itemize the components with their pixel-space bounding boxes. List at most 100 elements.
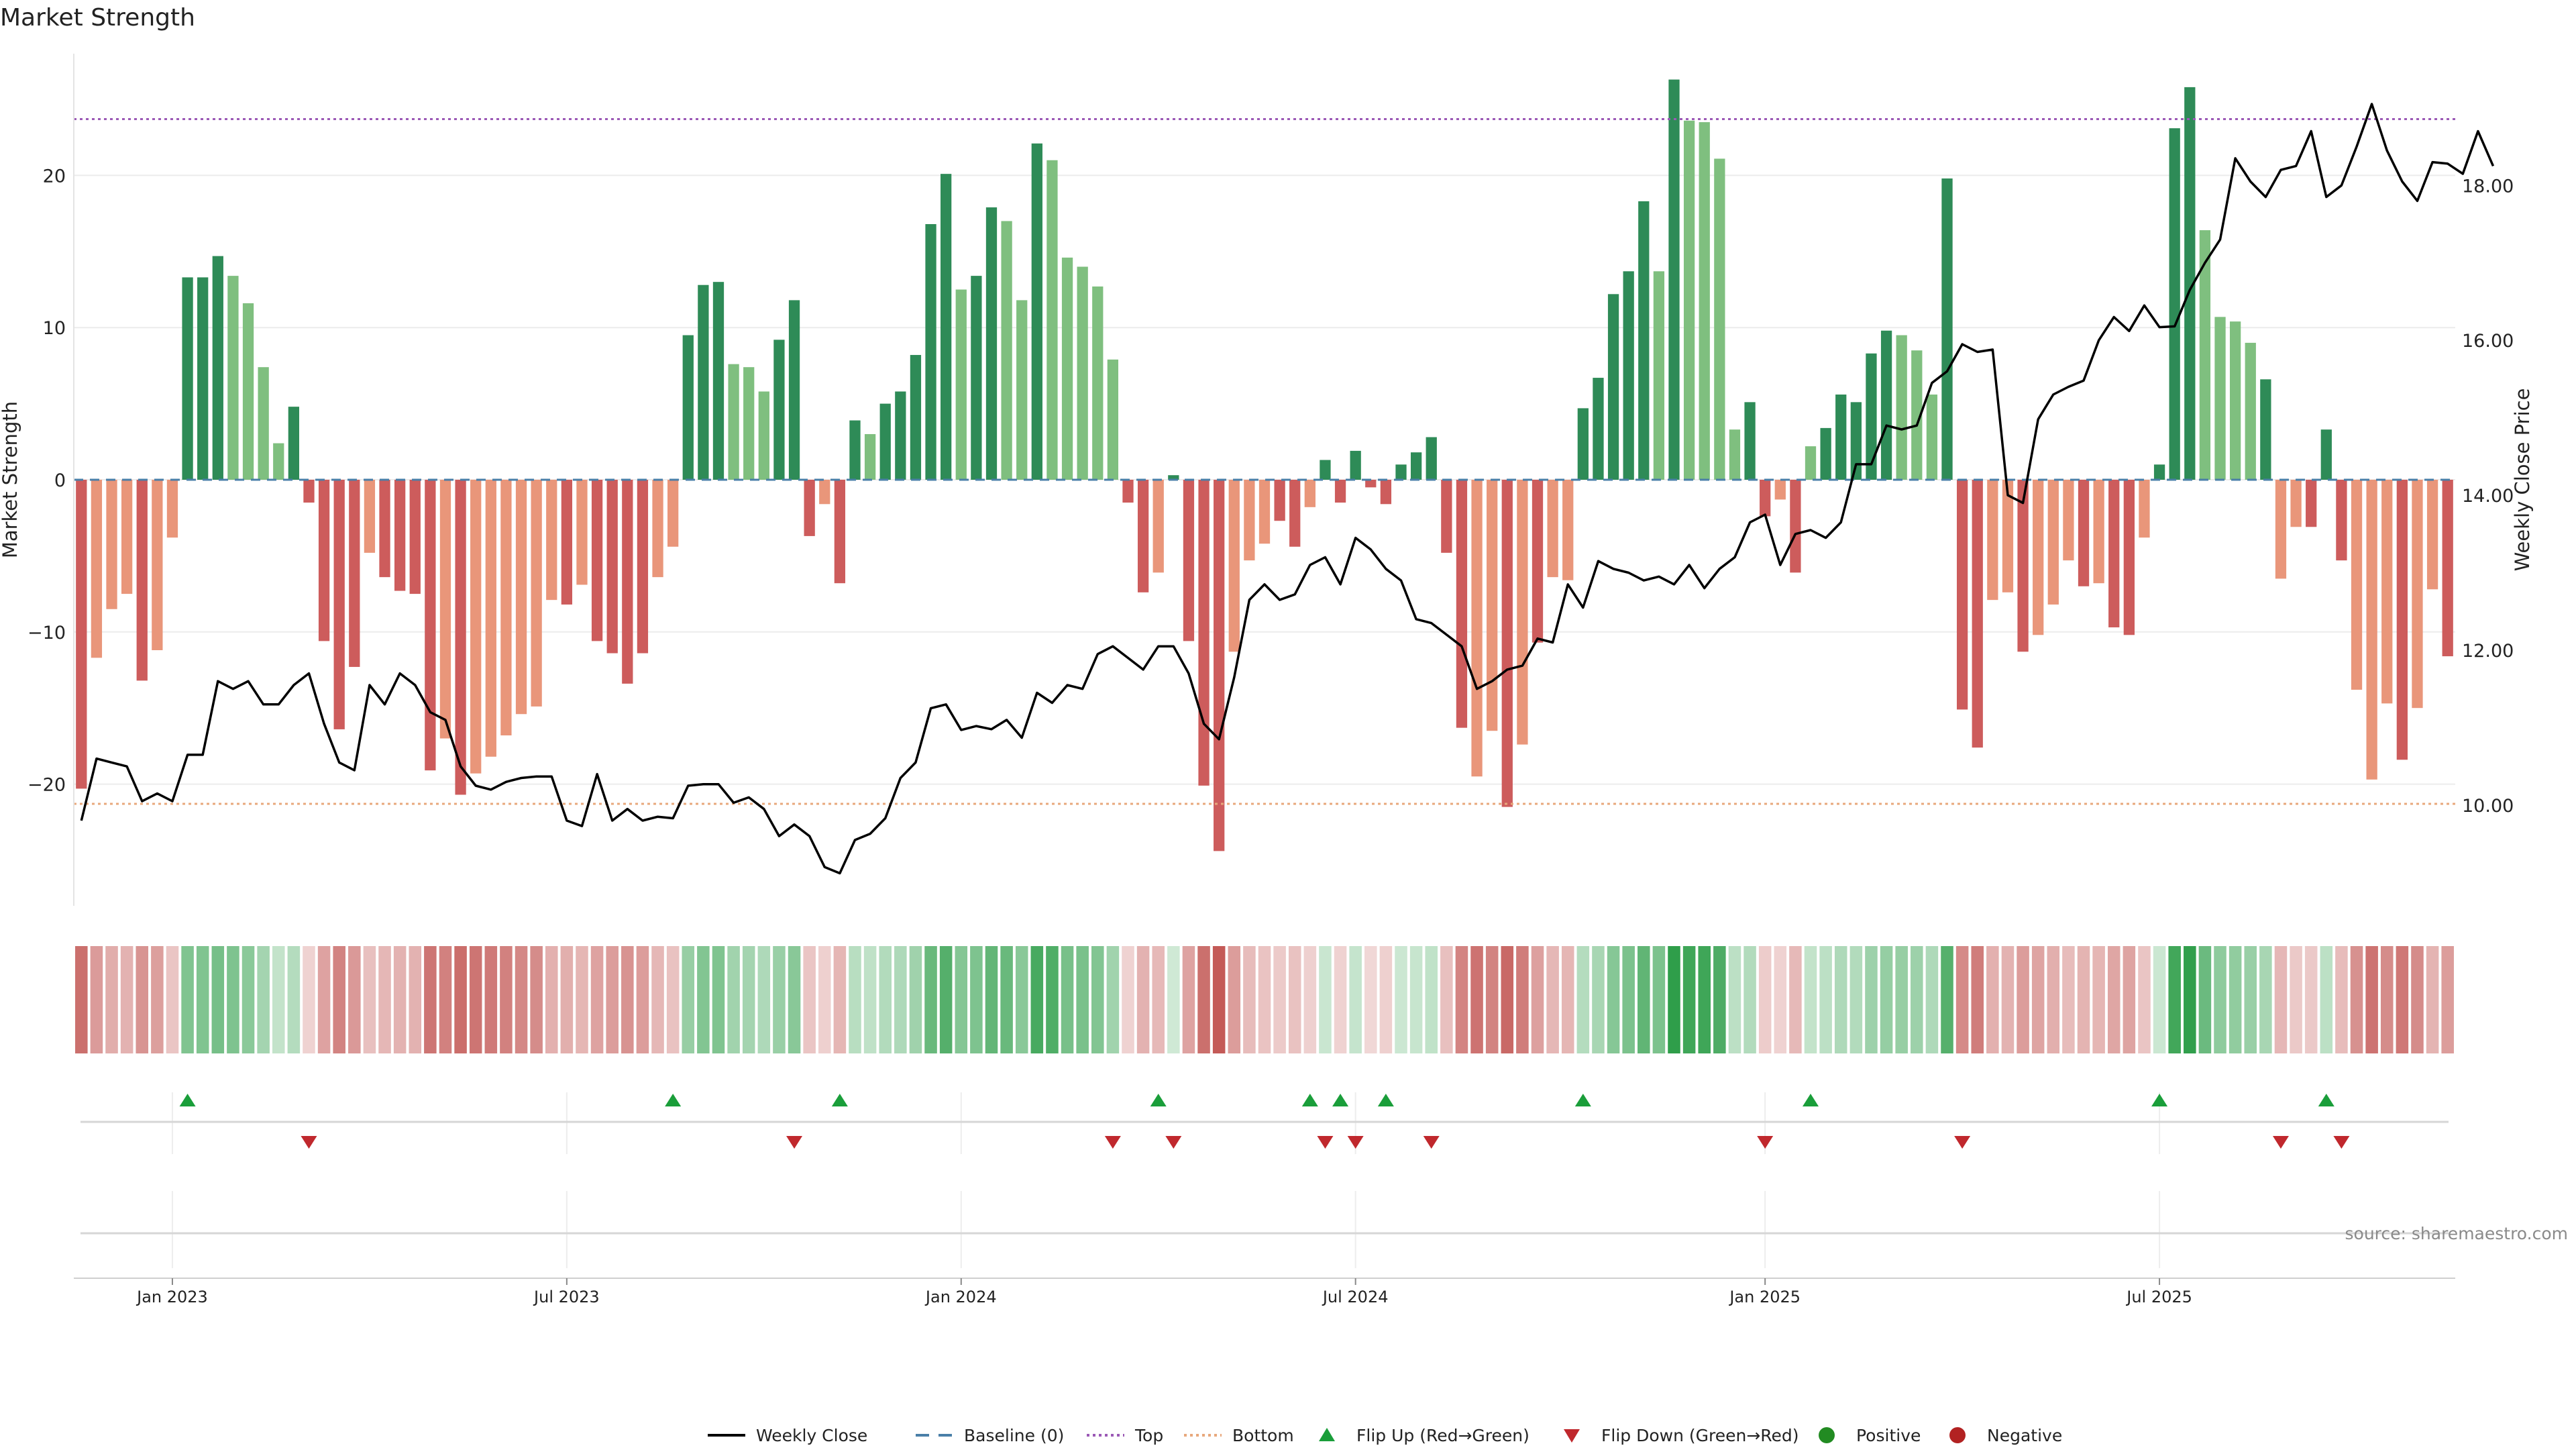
strength-bar bbox=[182, 277, 193, 480]
strength-bar bbox=[1487, 480, 1498, 731]
strength-bar bbox=[318, 480, 330, 641]
strength-bar bbox=[2336, 480, 2347, 561]
strength-bar bbox=[1532, 480, 1544, 643]
strength-bar bbox=[1183, 480, 1195, 641]
strength-bar bbox=[2366, 480, 2377, 780]
strength-bar bbox=[1092, 286, 1104, 480]
strength-bar bbox=[1774, 480, 1786, 500]
heat-cell bbox=[1819, 946, 1832, 1053]
flip-down-marker bbox=[1317, 1136, 1334, 1149]
x-tick-label: Jan 2023 bbox=[136, 1288, 208, 1306]
strength-bar bbox=[1334, 480, 1346, 503]
heat-cell bbox=[576, 946, 588, 1053]
heat-cell bbox=[1895, 946, 1908, 1053]
strength-bar bbox=[2184, 87, 2196, 480]
heat-cell bbox=[606, 946, 619, 1053]
heat-cell bbox=[333, 946, 345, 1053]
strength-bar bbox=[1320, 460, 1331, 480]
legend: Weekly Close Baseline (0) Top Bottom Flip Up… bbox=[708, 1426, 2062, 1445]
heat-cell bbox=[818, 946, 831, 1053]
heat-cell bbox=[2290, 946, 2302, 1053]
strength-bar bbox=[1517, 480, 1528, 745]
strength-bar bbox=[2093, 480, 2104, 584]
strength-bar bbox=[834, 480, 846, 584]
heat-cell bbox=[136, 946, 149, 1053]
heat-cell bbox=[1409, 946, 1423, 1053]
strength-bar bbox=[622, 480, 633, 684]
strength-bar bbox=[712, 282, 724, 480]
strength-bar bbox=[333, 480, 345, 729]
strength-bar bbox=[667, 480, 679, 547]
y2-axis-label: Weekly Close Price bbox=[2511, 388, 2534, 572]
legend-label: Weekly Close bbox=[756, 1426, 867, 1445]
strength-bar bbox=[788, 300, 800, 480]
heat-cell bbox=[211, 946, 225, 1053]
heat-cell bbox=[621, 946, 634, 1053]
strength-bar bbox=[1274, 480, 1285, 521]
flip-up-marker bbox=[831, 1094, 848, 1106]
heat-cell bbox=[1561, 946, 1574, 1053]
heat-cell bbox=[1485, 946, 1499, 1053]
heat-cell bbox=[1364, 946, 1377, 1053]
strength-bar bbox=[439, 480, 451, 739]
flip-down-marker bbox=[2333, 1136, 2350, 1149]
strength-bar bbox=[1456, 480, 1468, 728]
heat-cell bbox=[590, 946, 604, 1053]
heat-cell bbox=[2229, 946, 2242, 1053]
strength-bar bbox=[273, 443, 284, 480]
legend-item: Weekly Close bbox=[708, 1426, 867, 1445]
strength-bar bbox=[2426, 480, 2438, 590]
heat-cell bbox=[1941, 946, 1953, 1053]
legend-label: Flip Up (Red→Green) bbox=[1356, 1426, 1529, 1445]
heat-cell bbox=[120, 946, 133, 1053]
flip-up-marker bbox=[1574, 1094, 1591, 1106]
strength-bar bbox=[561, 480, 573, 605]
legend-item: Flip Down (Green→Red) bbox=[1564, 1426, 1799, 1445]
y2-tick-label: 16.00 bbox=[2462, 331, 2514, 352]
axes: 20 10 0 −10 −20 18.00 16.00 14.00 12.00 10.00 bbox=[28, 54, 2514, 906]
heat-cell bbox=[2274, 946, 2288, 1053]
strength-bar bbox=[2017, 480, 2029, 652]
heat-cell bbox=[955, 946, 968, 1053]
heat-cell bbox=[1713, 946, 1726, 1053]
strength-bar bbox=[470, 480, 482, 774]
heat-cell bbox=[1758, 946, 1772, 1053]
heat-cell bbox=[682, 946, 695, 1053]
heat-cell bbox=[985, 946, 998, 1053]
heat-cell bbox=[2304, 946, 2318, 1053]
flip-up-marker bbox=[1332, 1094, 1349, 1106]
strength-bar bbox=[1501, 480, 1513, 807]
heat-cell bbox=[666, 946, 680, 1053]
strength-bar bbox=[804, 480, 815, 536]
heat-cell bbox=[1728, 946, 1741, 1053]
heat-cell bbox=[697, 946, 710, 1053]
heat-cell bbox=[1061, 946, 1074, 1053]
strength-bar bbox=[819, 480, 830, 505]
heat-cell bbox=[1638, 946, 1650, 1053]
strength-bar bbox=[349, 480, 360, 667]
strength-bar bbox=[197, 277, 209, 480]
date-axis: Jan 2023 Jul 2023 Jan 2024 Jul 2024 Jan 2025… bbox=[74, 1278, 2455, 1306]
heat-cell bbox=[2441, 946, 2454, 1053]
strength-bar bbox=[2381, 480, 2393, 704]
heat-cell bbox=[1288, 946, 1301, 1053]
heat-cell bbox=[2062, 946, 2075, 1053]
heat-cell bbox=[1955, 946, 1969, 1053]
y-tick-label: 0 bbox=[54, 470, 66, 491]
strength-bar bbox=[303, 480, 315, 503]
strength-bar bbox=[212, 256, 223, 480]
flip-down-marker bbox=[786, 1136, 803, 1149]
y2-tick-label: 12.00 bbox=[2462, 641, 2514, 662]
heat-cell bbox=[1865, 946, 1878, 1053]
strength-bar bbox=[773, 340, 785, 480]
heat-cell bbox=[2001, 946, 2015, 1053]
strength-bar bbox=[2412, 480, 2423, 709]
strength-bar bbox=[1061, 257, 1073, 480]
strength-bar bbox=[1441, 480, 1452, 553]
heat-cell bbox=[651, 946, 664, 1053]
strength-bar bbox=[1365, 480, 1377, 488]
flip-up-marker bbox=[2151, 1094, 2168, 1106]
strength-bar bbox=[925, 224, 936, 480]
heat-cell bbox=[241, 946, 255, 1053]
heat-cell bbox=[530, 946, 543, 1053]
